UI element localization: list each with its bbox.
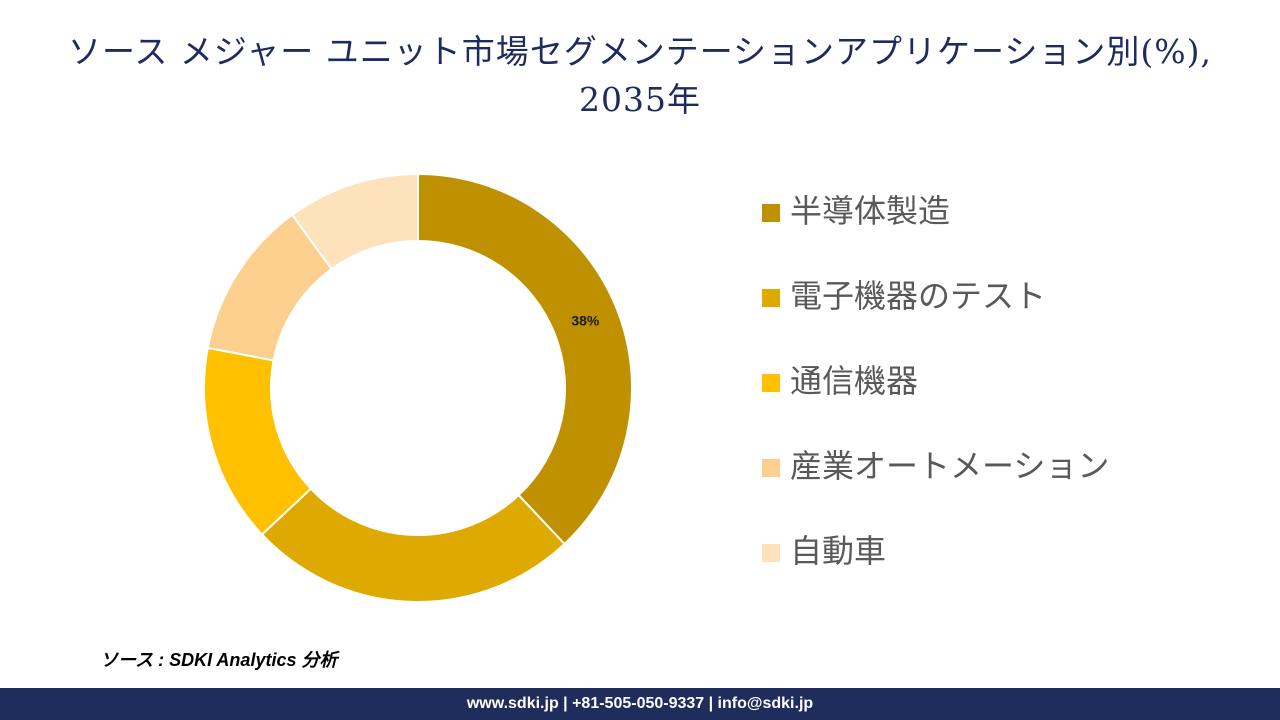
- legend-label: 自動車: [790, 532, 886, 570]
- legend-swatch: [762, 374, 780, 392]
- chart-title: ソース メジャー ユニット市場セグメンテーションアプリケーション別(%), 20…: [68, 32, 1212, 119]
- legend-swatch: [762, 289, 780, 307]
- footer-bar: www.sdki.jp | +81-505-050-9337 | info@sd…: [0, 688, 1280, 720]
- legend-swatch: [762, 544, 780, 562]
- legend-label: 通信機器: [790, 362, 918, 400]
- donut-segment: [260, 487, 566, 603]
- legend-label: 電子機器のテスト: [790, 277, 1046, 315]
- legend-label: 産業オートメーション: [790, 447, 1109, 485]
- data-label: 38%: [571, 312, 600, 328]
- donut-segment: [417, 172, 633, 546]
- donut-segment: [290, 172, 419, 271]
- legend-swatch: [762, 459, 780, 477]
- legend-label: 半導体製造: [790, 192, 950, 230]
- legend-swatch: [762, 204, 780, 222]
- source-note: ソース : SDKI Analytics 分析: [100, 650, 338, 670]
